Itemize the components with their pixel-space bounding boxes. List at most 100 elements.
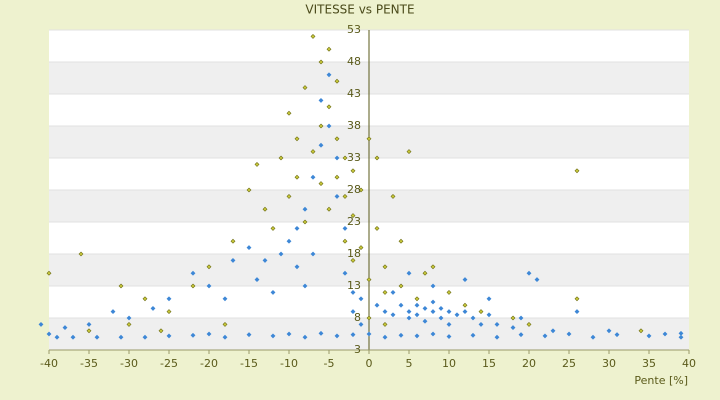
point (62, 325, 68, 331)
point (462, 277, 468, 283)
point (462, 302, 468, 308)
point (246, 187, 252, 193)
point (526, 270, 532, 276)
point (286, 331, 292, 337)
point (406, 270, 412, 276)
y-tick-label: 3 (354, 343, 361, 356)
x-tick-label: -10 (280, 357, 298, 370)
point (526, 321, 532, 327)
point (446, 321, 452, 327)
x-tick-label: 40 (682, 357, 696, 370)
point (390, 312, 396, 318)
point (342, 238, 348, 244)
series (46, 33, 644, 334)
point (510, 325, 516, 331)
point (222, 296, 228, 302)
point (382, 334, 388, 340)
point (414, 312, 420, 318)
point (646, 333, 652, 339)
point (318, 123, 324, 129)
point (262, 257, 268, 263)
point (230, 257, 236, 263)
point (430, 299, 436, 305)
point (342, 225, 348, 231)
point (166, 296, 172, 302)
y-tick-label: 28 (347, 183, 361, 196)
point (406, 309, 412, 315)
point (358, 245, 364, 251)
point (302, 219, 308, 225)
x-axis-label: Pente [%] (634, 374, 688, 387)
point (382, 309, 388, 315)
point (606, 328, 612, 334)
point (382, 289, 388, 295)
point (390, 193, 396, 199)
point (398, 302, 404, 308)
y-tick-label: 33 (347, 151, 361, 164)
point (118, 334, 124, 340)
point (38, 321, 44, 327)
x-tick-label: -35 (80, 357, 98, 370)
point (678, 330, 684, 336)
point (350, 257, 356, 263)
point (462, 309, 468, 315)
point (278, 251, 284, 257)
point (382, 264, 388, 270)
point (566, 331, 572, 337)
x-tick-label: -25 (160, 357, 178, 370)
point (342, 193, 348, 199)
point (262, 206, 268, 212)
point (510, 315, 516, 321)
x-tick-label: 35 (642, 357, 656, 370)
point (78, 251, 84, 257)
point (398, 283, 404, 289)
series (38, 72, 684, 340)
point (350, 213, 356, 219)
point (422, 318, 428, 324)
point (550, 328, 556, 334)
point (318, 330, 324, 336)
point (478, 321, 484, 327)
point (358, 187, 364, 193)
point (70, 334, 76, 340)
point (286, 238, 292, 244)
point (86, 328, 92, 334)
x-tick-label: 15 (482, 357, 496, 370)
y-tick-label: 18 (347, 247, 361, 260)
point (222, 321, 228, 327)
x-tick-label: -5 (324, 357, 335, 370)
point (270, 289, 276, 295)
point (678, 334, 684, 340)
point (110, 309, 116, 315)
point (662, 331, 668, 337)
point (318, 97, 324, 103)
point (318, 59, 324, 65)
point (230, 238, 236, 244)
point (350, 309, 356, 315)
point (366, 315, 372, 321)
point (286, 110, 292, 116)
y-tick-label: 13 (347, 279, 361, 292)
x-tick-label: -15 (240, 357, 258, 370)
point (470, 332, 476, 338)
point (190, 283, 196, 289)
point (590, 334, 596, 340)
point (366, 136, 372, 142)
point (166, 309, 172, 315)
x-tick-label: -20 (200, 357, 218, 370)
point (350, 332, 356, 338)
point (438, 315, 444, 321)
point (270, 333, 276, 339)
point (334, 333, 340, 339)
point (342, 155, 348, 161)
point (254, 277, 260, 283)
point (422, 305, 428, 311)
point (254, 161, 260, 167)
point (446, 334, 452, 339)
point (206, 283, 212, 289)
point (406, 149, 412, 155)
point (518, 315, 524, 321)
point (310, 251, 316, 257)
point (294, 264, 300, 270)
